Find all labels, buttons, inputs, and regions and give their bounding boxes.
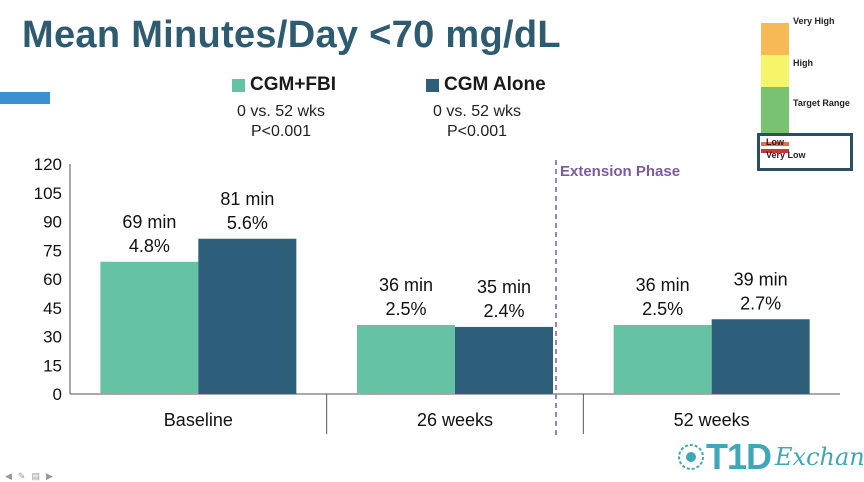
legend-note-cgm-alone: 0 vs. 52 wks P<0.001 xyxy=(412,102,542,142)
data-label: 69 min xyxy=(122,212,176,232)
glucose-range-gauge: Very High High Target Range Low Very Low xyxy=(757,14,860,178)
gauge-label-very-low: Very Low xyxy=(766,150,806,160)
bar xyxy=(613,325,712,394)
data-label: 2.7% xyxy=(740,293,781,313)
logo-mark: T1D xyxy=(706,436,772,477)
gauge-target xyxy=(761,87,789,133)
y-tick-label: 60 xyxy=(43,270,62,289)
gauge-very-high xyxy=(761,23,789,55)
x-tick-label: 26 weeks xyxy=(417,410,493,430)
page-title: Mean Minutes/Day <70 mg/dL xyxy=(22,14,561,56)
legend-swatch-cgm-fbi xyxy=(232,78,245,92)
legend-note-cgm-fbi: 0 vs. 52 wks P<0.001 xyxy=(216,102,346,142)
note-line: 0 vs. 52 wks xyxy=(432,103,522,120)
data-label: 2.5% xyxy=(385,299,426,319)
legend-item-cgm-alone: CGM Alone xyxy=(426,74,546,96)
bar xyxy=(357,325,455,394)
y-tick-label: 30 xyxy=(43,328,62,347)
pen-icon[interactable]: ✎ xyxy=(17,471,26,481)
y-tick-label: 0 xyxy=(53,385,62,404)
y-tick-label: 120 xyxy=(34,155,62,174)
prev-icon[interactable]: ◀ xyxy=(5,471,12,481)
next-icon[interactable]: ▶ xyxy=(45,471,53,481)
logo-dots-icon xyxy=(678,444,704,470)
legend-item-cgm-fbi: CGM+FBI xyxy=(232,74,336,96)
data-label: 36 min xyxy=(379,275,433,295)
bar xyxy=(711,319,810,394)
data-label: 2.5% xyxy=(642,299,683,319)
y-tick-label: 75 xyxy=(43,241,62,260)
bar xyxy=(198,238,297,394)
data-label: 36 min xyxy=(636,275,690,295)
y-tick-label: 105 xyxy=(34,184,62,203)
gauge-highlight-box xyxy=(757,133,853,171)
t1d-exchange-logo: T1D Exchange xyxy=(676,436,864,478)
y-tick-label: 15 xyxy=(43,356,62,375)
bar xyxy=(455,326,553,394)
data-label: 5.6% xyxy=(227,213,268,233)
slide-controls[interactable]: ◀ ✎ ▤ ▶ xyxy=(5,471,53,482)
gauge-very-low xyxy=(761,149,789,153)
gauge-label-low: Low xyxy=(766,137,784,147)
gauge-label-target: Target Range xyxy=(793,98,850,108)
x-tick-label: 52 weeks xyxy=(674,410,750,430)
bar xyxy=(100,261,199,394)
note-line: P<0.001 xyxy=(250,123,312,140)
data-label: 4.8% xyxy=(129,236,170,256)
data-label: 2.4% xyxy=(483,301,524,321)
legend-label-cgm-alone: CGM Alone xyxy=(444,74,546,95)
x-tick-label: Baseline xyxy=(164,410,233,430)
menu-icon[interactable]: ▤ xyxy=(31,471,40,481)
extension-phase-label: Extension Phase xyxy=(560,163,680,180)
gauge-label-very-high: Very High xyxy=(793,16,835,26)
legend-swatch-cgm-alone xyxy=(426,78,439,92)
data-label: 35 min xyxy=(477,277,531,297)
accent-bar xyxy=(0,92,50,104)
note-line: 0 vs. 52 wks xyxy=(236,103,326,120)
data-label: 81 min xyxy=(220,189,274,209)
logo-subtitle: Exchange xyxy=(775,443,864,471)
gauge-low xyxy=(761,142,789,146)
gauge-label-high: High xyxy=(793,58,813,68)
data-label: 39 min xyxy=(734,269,788,289)
note-line: P<0.001 xyxy=(446,123,508,140)
y-tick-label: 45 xyxy=(43,299,62,318)
gauge-high xyxy=(761,55,789,87)
legend-label-cgm-fbi: CGM+FBI xyxy=(250,74,337,95)
y-tick-label: 90 xyxy=(43,213,62,232)
